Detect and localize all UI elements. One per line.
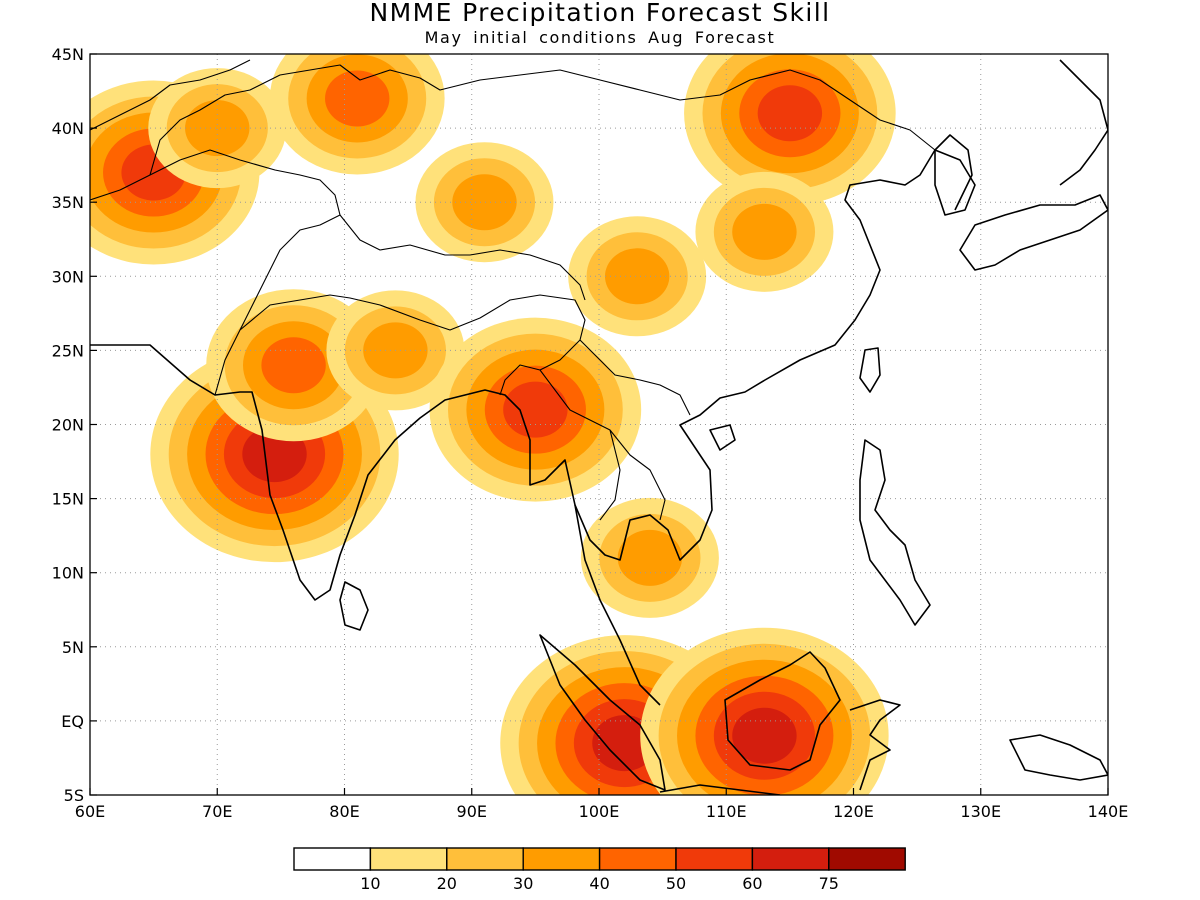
colorbar-label: 75 bbox=[819, 874, 839, 893]
lat-tick-label: 45N bbox=[52, 45, 84, 64]
lon-tick-label: 100E bbox=[579, 802, 620, 821]
colorbar-label: 30 bbox=[513, 874, 533, 893]
lon-tick-label: 130E bbox=[960, 802, 1001, 821]
lon-tick-label: 120E bbox=[833, 802, 874, 821]
lat-tick-label: 25N bbox=[52, 341, 84, 360]
lat-tick-label: 15N bbox=[52, 490, 84, 509]
lat-tick-label: 10N bbox=[52, 564, 84, 583]
skill-shading bbox=[90, 54, 896, 795]
skill-region-7-level-3 bbox=[452, 174, 517, 231]
skill-region-12-level-6 bbox=[732, 707, 797, 764]
colorbar-swatch bbox=[675, 847, 754, 871]
colorbar-swatch bbox=[828, 847, 906, 871]
lon-tick-label: 80E bbox=[329, 802, 359, 821]
skill-region-10-level-3 bbox=[732, 203, 797, 260]
colorbar-label: 40 bbox=[589, 874, 609, 893]
colorbar-label: 60 bbox=[742, 874, 762, 893]
chart-subtitle: May initial conditions Aug Forecast bbox=[424, 28, 776, 47]
colorbar-swatch bbox=[598, 847, 677, 871]
colorbar-swatch bbox=[751, 847, 830, 871]
lon-tick-label: 110E bbox=[706, 802, 747, 821]
lon-tick-label: 70E bbox=[202, 802, 232, 821]
lat-tick-label: EQ bbox=[61, 712, 84, 731]
colorbar-swatch bbox=[293, 847, 372, 871]
colorbar-swatch bbox=[369, 847, 448, 871]
lat-tick-label: 5S bbox=[64, 786, 84, 805]
skill-region-4-level-4 bbox=[261, 337, 326, 394]
skill-region-9-level-5 bbox=[757, 85, 823, 142]
chart-title: NMME Precipitation Forecast Skill bbox=[369, 0, 831, 27]
lon-tick-label: 90E bbox=[457, 802, 487, 821]
colorbar-label: 10 bbox=[360, 874, 380, 893]
lat-tick-label: 30N bbox=[52, 267, 84, 286]
lon-tick-label: 60E bbox=[75, 802, 105, 821]
skill-region-1-level-3 bbox=[185, 100, 250, 157]
colorbar-label: 50 bbox=[666, 874, 686, 893]
longitude-axis: 60E 70E 80E 90E 100E 110E 120E 130E 140E bbox=[75, 788, 1129, 821]
skill-region-6-level-5 bbox=[503, 381, 568, 438]
lat-tick-label: 40N bbox=[52, 119, 84, 138]
lat-tick-label: 20N bbox=[52, 416, 84, 435]
colorbar-swatch bbox=[522, 847, 601, 871]
skill-region-2-level-4 bbox=[325, 70, 390, 127]
colorbar: 10 20 30 40 50 60 75 bbox=[293, 847, 906, 893]
lon-tick-label: 140E bbox=[1088, 802, 1129, 821]
skill-region-13-level-3 bbox=[617, 529, 683, 586]
colorbar-label: 20 bbox=[437, 874, 457, 893]
lat-tick-label: 35N bbox=[52, 193, 84, 212]
colorbar-swatch bbox=[446, 847, 524, 871]
coastlines bbox=[90, 59, 1108, 795]
lat-tick-label: 5N bbox=[62, 638, 84, 657]
latitude-axis: 45N 40N 35N 30N 25N 20N 15N 10N 5N EQ 5S bbox=[52, 45, 97, 805]
skill-region-8-level-3 bbox=[604, 248, 670, 305]
